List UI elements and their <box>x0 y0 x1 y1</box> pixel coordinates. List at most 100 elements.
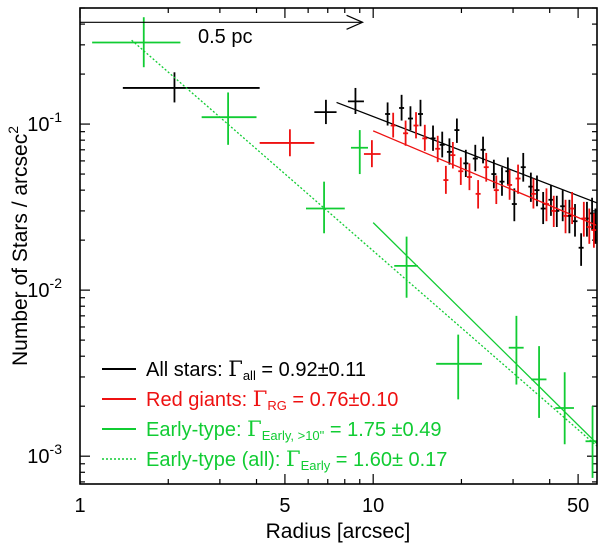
legend-gamma: Γ <box>228 357 243 381</box>
data-point <box>350 130 368 175</box>
y-tick-label-base: 10 <box>27 280 49 302</box>
data-point <box>531 346 547 418</box>
legend-value: = 1.75 ±0.49 <box>324 419 441 441</box>
data-point <box>390 112 396 138</box>
series-early-type <box>92 17 597 478</box>
data-point <box>305 181 345 234</box>
legend-value: = 0.92±0.11 <box>256 359 366 381</box>
legend-subscript: RG <box>267 398 287 413</box>
data-point <box>508 315 524 385</box>
data-point <box>439 131 445 158</box>
data-point <box>560 190 566 222</box>
fit-line <box>372 130 597 227</box>
data-point <box>403 120 409 146</box>
data-point <box>534 175 540 207</box>
data-point <box>407 106 413 131</box>
legend-gamma: Γ <box>286 447 301 471</box>
legend-value: = 1.60± 0.17 <box>330 449 447 471</box>
data-point <box>92 17 181 68</box>
data-point <box>540 191 546 225</box>
data-point <box>422 124 428 151</box>
data-point <box>443 165 449 194</box>
legend-entry: Red giants: ΓRG = 0.76±0.10 <box>146 387 398 413</box>
legend-name: All stars: <box>146 359 228 381</box>
data-point <box>511 188 517 222</box>
data-point <box>581 201 587 237</box>
data-point <box>507 169 513 200</box>
data-point <box>572 204 578 237</box>
y-tick-label: 10-2 <box>27 275 62 302</box>
legend-gamma: Γ <box>253 387 268 411</box>
legend-entry: Early-type (all): ΓEarly = 1.60± 0.17 <box>146 447 447 473</box>
data-series <box>92 17 597 478</box>
y-tick-label-base: 10 <box>27 446 49 468</box>
legend-name: Early-type: <box>146 419 247 441</box>
data-point <box>122 72 260 103</box>
legend-name: Early-type (all): <box>146 449 286 471</box>
data-point <box>520 152 526 182</box>
data-point <box>586 208 592 244</box>
data-point <box>417 99 423 127</box>
data-point <box>551 195 557 227</box>
y-tick-label: 10-1 <box>27 109 62 136</box>
data-point <box>201 92 257 145</box>
data-point <box>466 163 472 191</box>
data-point <box>454 118 460 143</box>
scale-bar: 0.5 pc <box>80 14 365 48</box>
data-point <box>472 144 478 172</box>
data-point <box>491 159 497 189</box>
data-point <box>563 199 569 234</box>
fit-line <box>131 39 597 447</box>
legend-entry: All stars: Γall = 0.92±0.11 <box>146 357 366 383</box>
y-tick-label-base: 10 <box>27 114 49 136</box>
y-tick-label: 10-3 <box>27 441 62 468</box>
data-point <box>463 149 469 178</box>
data-point <box>591 213 597 248</box>
data-point <box>555 372 574 445</box>
data-point <box>480 136 486 164</box>
legend-gamma: Γ <box>247 417 262 441</box>
legend-name: Red giants: <box>146 389 253 411</box>
data-point <box>450 141 456 169</box>
data-point <box>314 99 337 125</box>
data-point <box>493 175 499 205</box>
legend-subscript: Early, >10" <box>262 428 325 443</box>
data-point <box>363 140 381 168</box>
data-point <box>543 188 549 222</box>
y-axis-label: Number of Stars / arcsec2 <box>5 126 32 366</box>
y-tick-label-exponent: -1 <box>50 109 63 125</box>
y-tick-label-exponent: -2 <box>50 275 63 291</box>
y-axis-label-exponent: 2 <box>5 126 21 134</box>
scale-bar-arrowhead <box>346 14 365 30</box>
data-point <box>435 135 441 163</box>
data-point <box>515 164 521 194</box>
scale-bar-label: 0.5 pc <box>198 26 252 48</box>
legend-value: = 0.76±0.10 <box>287 389 399 411</box>
series-all-stars <box>122 72 597 266</box>
data-point <box>569 191 575 225</box>
data-point <box>399 94 405 121</box>
x-tick-label: 5 <box>279 495 290 517</box>
data-point <box>585 406 597 478</box>
data-point <box>394 236 418 298</box>
x-axis-label: Radius [arcsec] <box>266 520 411 543</box>
data-point <box>578 233 584 266</box>
series-red-giants <box>259 112 597 248</box>
y-tick-label-exponent: -3 <box>50 441 63 457</box>
y-axis-label-main: Number of Stars / arcsec <box>9 134 32 366</box>
fit-line <box>336 101 597 204</box>
data-point <box>530 178 536 209</box>
legend-entry: Early-type: ΓEarly, >10" = 1.75 ±0.49 <box>146 417 441 443</box>
plot-frame <box>79 7 598 485</box>
data-point <box>475 180 481 209</box>
data-point <box>259 129 315 157</box>
x-tick-label: 10 <box>362 495 384 517</box>
data-point <box>458 157 464 185</box>
fit-line <box>372 222 597 445</box>
data-point <box>413 112 419 139</box>
data-point <box>347 87 364 114</box>
legend-subscript: all <box>243 368 256 383</box>
